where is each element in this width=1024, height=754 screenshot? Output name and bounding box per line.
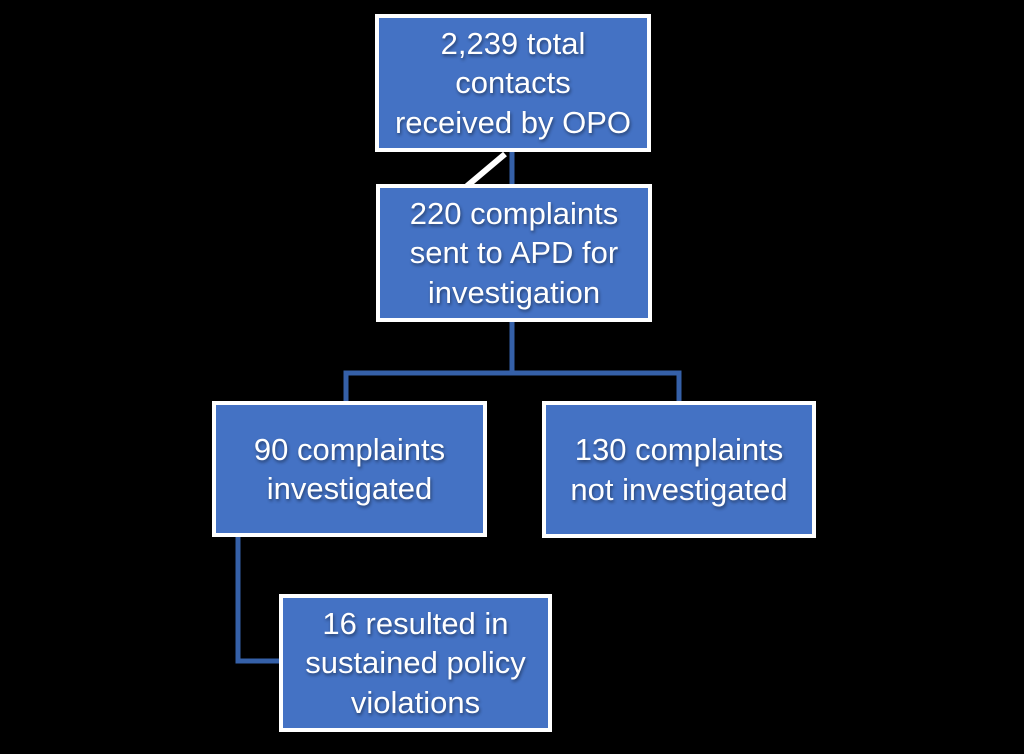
node-complaints-not-investigated-label: 130 complaints not investigated <box>570 432 788 507</box>
node-complaints-sent-to-apd: 220 complaints sent to APD for investiga… <box>376 184 652 322</box>
connector-investigated-to-sustained <box>235 535 281 664</box>
node-sustained-policy-violations-label: 16 resulted in sustained policy violatio… <box>305 605 526 720</box>
node-sustained-policy-violations: 16 resulted in sustained policy violatio… <box>279 594 552 732</box>
white-diagonal-line <box>465 151 507 189</box>
node-complaints-not-investigated: 130 complaints not investigated <box>542 401 816 538</box>
node-total-contacts-label: 2,239 total contacts received by OPO <box>394 25 632 140</box>
node-total-contacts: 2,239 total contacts received by OPO <box>375 14 651 152</box>
node-complaints-investigated: 90 complaints investigated <box>212 401 487 537</box>
node-complaints-investigated-label: 90 complaints investigated <box>253 431 446 506</box>
node-complaints-sent-to-apd-label: 220 complaints sent to APD for investiga… <box>409 195 619 310</box>
connector-split-bar <box>343 370 682 402</box>
